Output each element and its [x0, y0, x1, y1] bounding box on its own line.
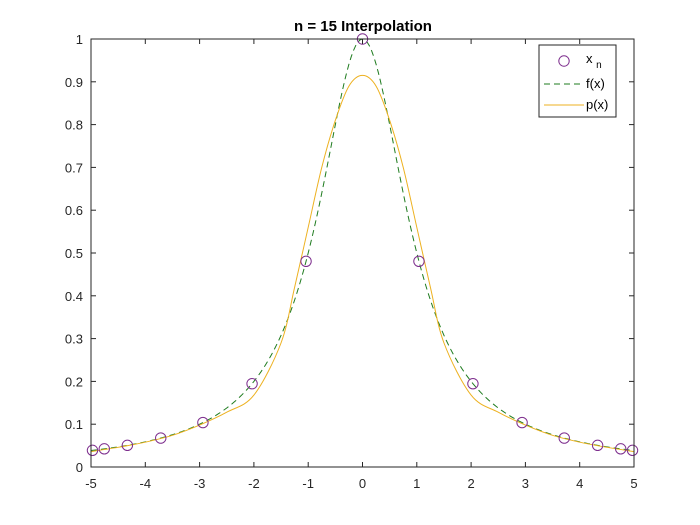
- x-axis-ticks: -5 -4 -3 -2 -1 0 1 2 3 4 5: [85, 39, 638, 491]
- y-tick-label: 0.1: [65, 417, 83, 432]
- legend-label-xn-subscript: n: [596, 60, 602, 71]
- y-tick-label: 0.5: [65, 246, 83, 261]
- y-tick-label: 0: [76, 460, 83, 475]
- x-tick-label: 5: [630, 476, 637, 491]
- plot-area: -5 -4 -3 -2 -1 0 1 2 3 4 5 00.10.20.30.40.50.60.70…: [65, 32, 639, 491]
- y-tick-label: 0.2: [65, 374, 83, 389]
- legend-entry-px: p(x): [544, 97, 608, 112]
- legend: x n f(x) p(x): [538, 44, 617, 118]
- data-point-xn: [98, 443, 110, 455]
- legend-label-fx: f(x): [586, 76, 605, 91]
- x-tick-label: 1: [413, 476, 420, 491]
- y-tick-label: 0.3: [65, 332, 83, 347]
- data-point-xn: [413, 255, 425, 268]
- data-point-xn: [121, 439, 134, 452]
- y-tick-label: 0.7: [65, 160, 83, 175]
- x-tick-label: -1: [302, 476, 314, 491]
- x-tick-label: 3: [522, 476, 529, 491]
- x-tick-label: -2: [248, 476, 260, 491]
- series-line-px: [90, 74, 635, 453]
- legend-label-xn: x n: [586, 51, 602, 71]
- legend-marker-circle: [558, 55, 570, 67]
- chart-title: n = 15 Interpolation: [294, 18, 432, 35]
- x-tick-label: -4: [140, 476, 152, 491]
- data-point-xn: [246, 377, 258, 390]
- y-tick-label: 0.8: [65, 118, 83, 133]
- data-point-xn: [197, 416, 209, 429]
- data-point-xn: [558, 432, 570, 444]
- x-tick-label: 4: [576, 476, 583, 491]
- legend-entry-xn: x n: [558, 51, 602, 71]
- data-point-xn: [467, 377, 479, 390]
- data-point-xn: [155, 432, 167, 444]
- data-point-xn: [615, 443, 627, 455]
- y-tick-label: 0.6: [65, 203, 83, 218]
- legend-entry-fx: f(x): [544, 76, 605, 91]
- data-point-xn: [626, 444, 639, 457]
- data-point-xn: [591, 439, 604, 452]
- legend-label-px: p(x): [586, 97, 608, 112]
- x-tick-label: -5: [85, 476, 97, 491]
- x-tick-label: 0: [359, 476, 366, 491]
- y-tick-label: 0.9: [65, 75, 83, 90]
- data-point-xn: [86, 444, 99, 457]
- y-tick-label: 1: [76, 32, 83, 47]
- data-point-xn: [300, 255, 312, 268]
- x-tick-label: 2: [467, 476, 474, 491]
- legend-label-xn-main: x: [586, 51, 593, 66]
- y-axis-ticks: 0 0.1 0.2 0.3 0.4 0.5 0.6 0.7 0.8 0.9 1: [65, 32, 634, 475]
- data-point-xn: [516, 416, 528, 429]
- y-tick-label: 0.4: [65, 289, 83, 304]
- x-tick-label: -3: [194, 476, 206, 491]
